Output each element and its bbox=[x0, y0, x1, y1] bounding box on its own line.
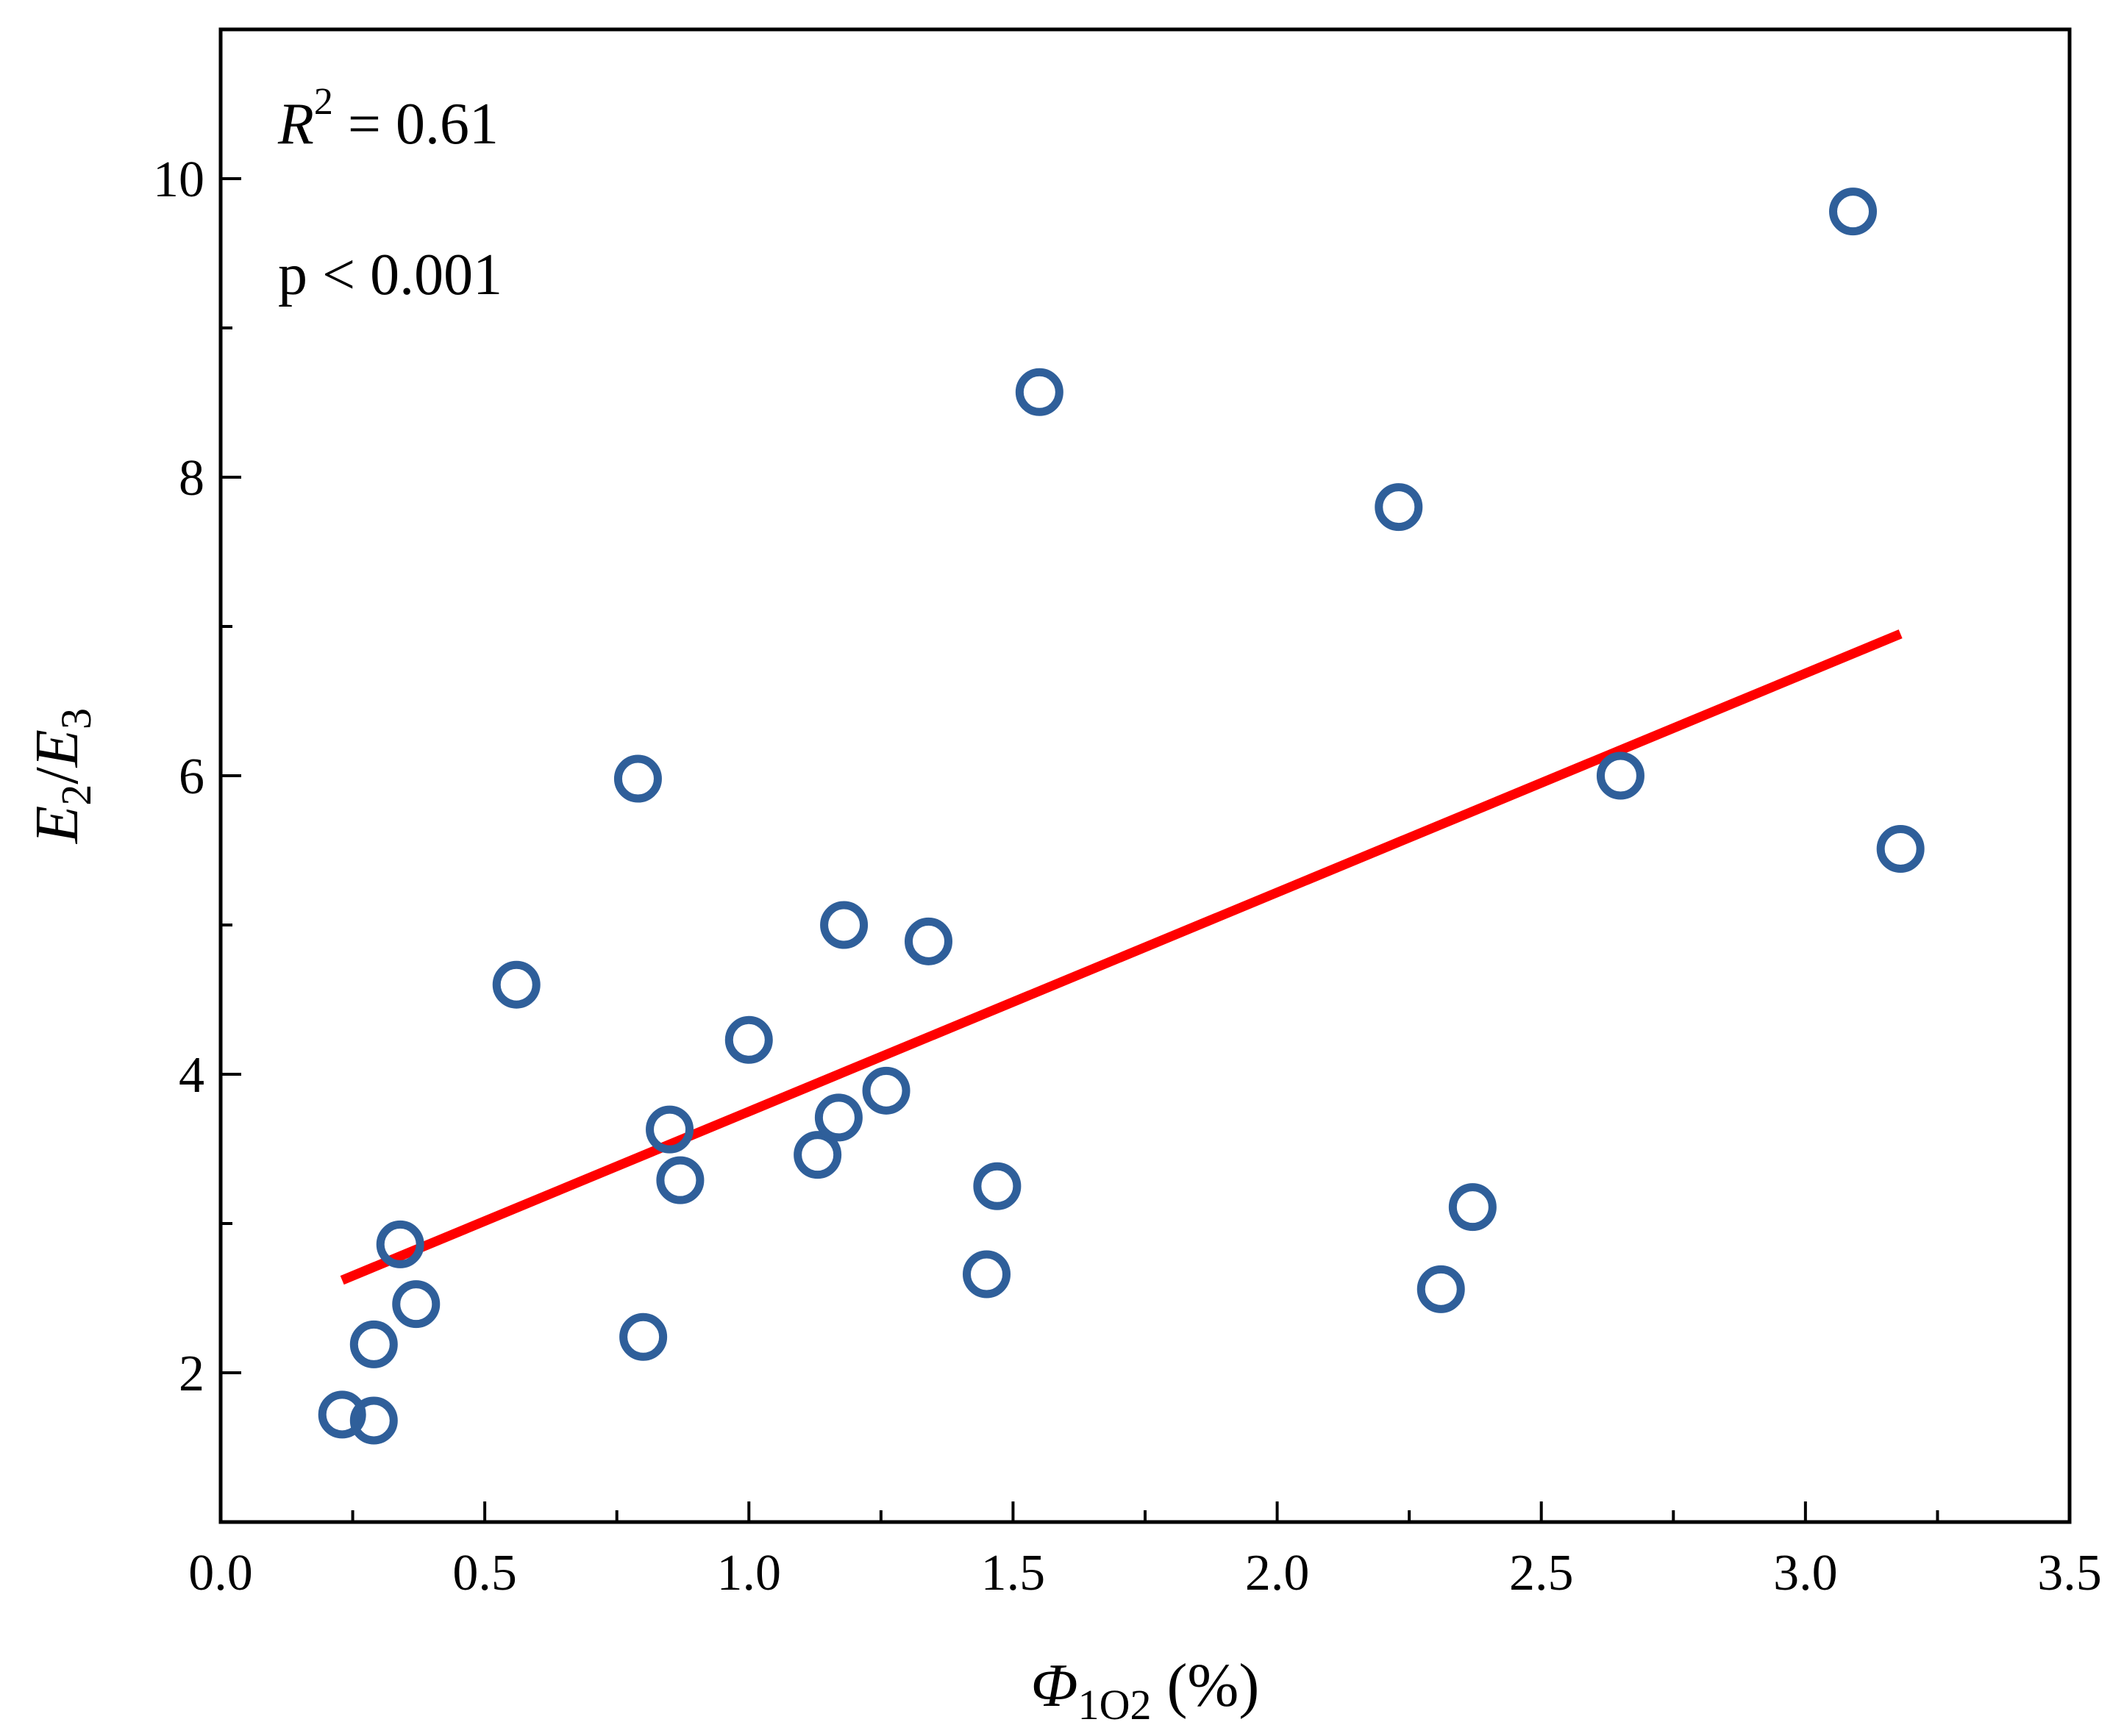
x-tick-label: 1.5 bbox=[981, 1545, 1046, 1601]
axis-tick-labels: 0.0 0.5 1.0 1.5 2.0 2.5 3.0 3.5 2 4 6 8 10 bbox=[153, 151, 2102, 1601]
data-point bbox=[646, 1105, 694, 1154]
data-point bbox=[349, 1320, 398, 1368]
data-points bbox=[318, 187, 1925, 1445]
data-point bbox=[724, 1015, 773, 1064]
data-point bbox=[1876, 824, 1925, 873]
data-point bbox=[1829, 187, 1878, 236]
data-point bbox=[862, 1066, 910, 1115]
r-squared-annotation: R2 = 0.61 bbox=[277, 81, 499, 157]
y-tick-label: 10 bbox=[153, 151, 204, 208]
data-point bbox=[318, 1390, 366, 1439]
r-squared-power: 2 bbox=[314, 81, 333, 123]
data-point bbox=[820, 901, 869, 949]
x-axis-unit: (%) bbox=[1151, 1651, 1259, 1720]
data-point bbox=[1596, 751, 1644, 800]
data-point bbox=[349, 1396, 398, 1445]
data-point bbox=[1375, 483, 1423, 532]
x-tick-label: 3.0 bbox=[1773, 1545, 1838, 1601]
data-point bbox=[619, 1312, 668, 1361]
r-squared-letter: R bbox=[277, 92, 314, 157]
x-tick-label: 1.0 bbox=[717, 1545, 782, 1601]
data-point bbox=[814, 1093, 863, 1142]
x-tick-label: 2.5 bbox=[1509, 1545, 1574, 1601]
y-axis-e2-subscript: 2 bbox=[52, 785, 100, 806]
axis-ticks bbox=[219, 28, 2071, 1524]
data-point bbox=[973, 1162, 1022, 1210]
y-axis-title: E2/E3 bbox=[23, 708, 100, 844]
p-value-annotation: p < 0.001 bbox=[278, 243, 502, 307]
y-tick-label: 6 bbox=[179, 749, 204, 805]
data-point bbox=[1448, 1183, 1497, 1232]
x-tick-label: 0.5 bbox=[452, 1545, 517, 1601]
x-tick-label: 2.0 bbox=[1245, 1545, 1310, 1601]
y-tick-label: 4 bbox=[179, 1047, 204, 1104]
data-point bbox=[794, 1131, 842, 1179]
x-axis-title: Φ1O2 (%) bbox=[1031, 1651, 1260, 1729]
y-axis-slash: / bbox=[23, 767, 91, 785]
regression-line bbox=[340, 629, 1903, 1285]
y-tick-label: 2 bbox=[179, 1346, 204, 1402]
fit-line-group bbox=[340, 629, 1903, 1285]
data-point bbox=[376, 1220, 424, 1268]
y-axis-e3-subscript: 3 bbox=[52, 708, 100, 729]
x-tick-label: 3.5 bbox=[2037, 1545, 2102, 1601]
r-squared-value: = 0.61 bbox=[333, 92, 499, 157]
x-tick-label: 0.0 bbox=[188, 1545, 253, 1601]
y-axis-e2-letter: E bbox=[23, 806, 91, 844]
y-axis-e3-letter: E bbox=[23, 729, 91, 768]
data-point bbox=[1015, 368, 1063, 416]
x-axis-subscript: 1O2 bbox=[1078, 1681, 1152, 1729]
data-point bbox=[1416, 1265, 1465, 1313]
data-point bbox=[963, 1250, 1011, 1299]
data-point bbox=[905, 917, 953, 965]
data-point bbox=[656, 1156, 705, 1204]
x-axis-symbol: Φ bbox=[1031, 1651, 1078, 1720]
data-point bbox=[492, 960, 541, 1009]
y-tick-label: 8 bbox=[179, 450, 204, 507]
data-point bbox=[613, 754, 662, 803]
data-point bbox=[392, 1280, 441, 1329]
